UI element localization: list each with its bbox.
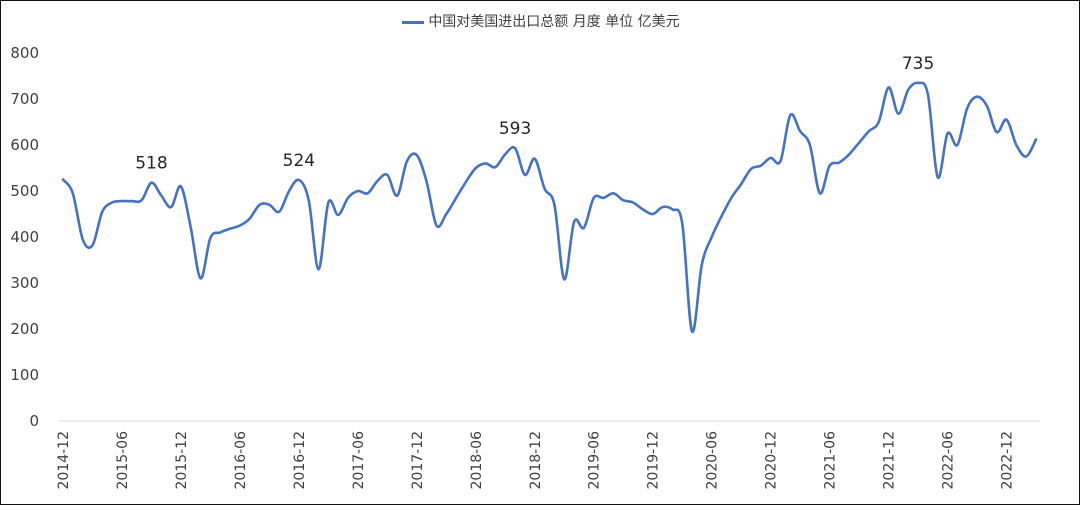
data-label: 735 [902,54,934,74]
x-tick-label: 2019-06 [587,431,603,490]
x-axis-ticks: 2014-12 2015-06 2015-12 2016-06 2016-12 2017-… [56,431,1016,490]
y-tick-label: 400 [10,228,39,246]
x-tick-label: 2020-06 [705,431,721,490]
series-line [61,81,1038,333]
y-tick-label: 600 [10,136,39,154]
y-tick-label: 100 [10,366,39,384]
x-tick-label: 2016-06 [233,431,249,490]
data-label: 524 [283,151,315,171]
x-tick-label: 2015-12 [174,431,190,490]
data-label: 593 [499,119,531,139]
y-tick-label: 300 [10,274,39,292]
x-tick-label: 2018-06 [469,431,485,490]
x-tick-label: 2016-12 [292,431,308,490]
x-tick-label: 2022-12 [1000,431,1016,490]
y-tick-label: 700 [10,90,39,108]
legend-series-label: 中国对美国进出口总额 月度 单位 亿美元 [428,14,680,30]
y-tick-label: 200 [10,320,39,338]
y-axis-ticks: 0 100 200 300 400 500 600 700 800 [10,44,39,430]
x-tick-label: 2014-12 [56,431,72,490]
y-tick-label: 0 [29,412,39,430]
data-label: 518 [135,154,167,174]
legend-line-swatch [402,20,425,24]
x-tick-label: 2015-06 [115,431,131,490]
data-labels: 518 524 593 735 [135,54,934,174]
x-tick-label: 2017-12 [410,431,426,490]
y-tick-label: 500 [10,182,39,200]
x-tick-label: 2019-12 [646,431,662,490]
legend: 中国对美国进出口总额 月度 单位 亿美元 [1,11,1080,31]
x-tick-label: 2020-12 [764,431,780,490]
y-tick-label: 800 [10,44,39,62]
x-tick-label: 2021-06 [823,431,839,490]
x-tick-label: 2022-06 [941,431,957,490]
x-tick-label: 2017-06 [351,431,367,490]
x-tick-label: 2021-12 [882,431,898,490]
x-tick-label: 2018-12 [528,431,544,490]
